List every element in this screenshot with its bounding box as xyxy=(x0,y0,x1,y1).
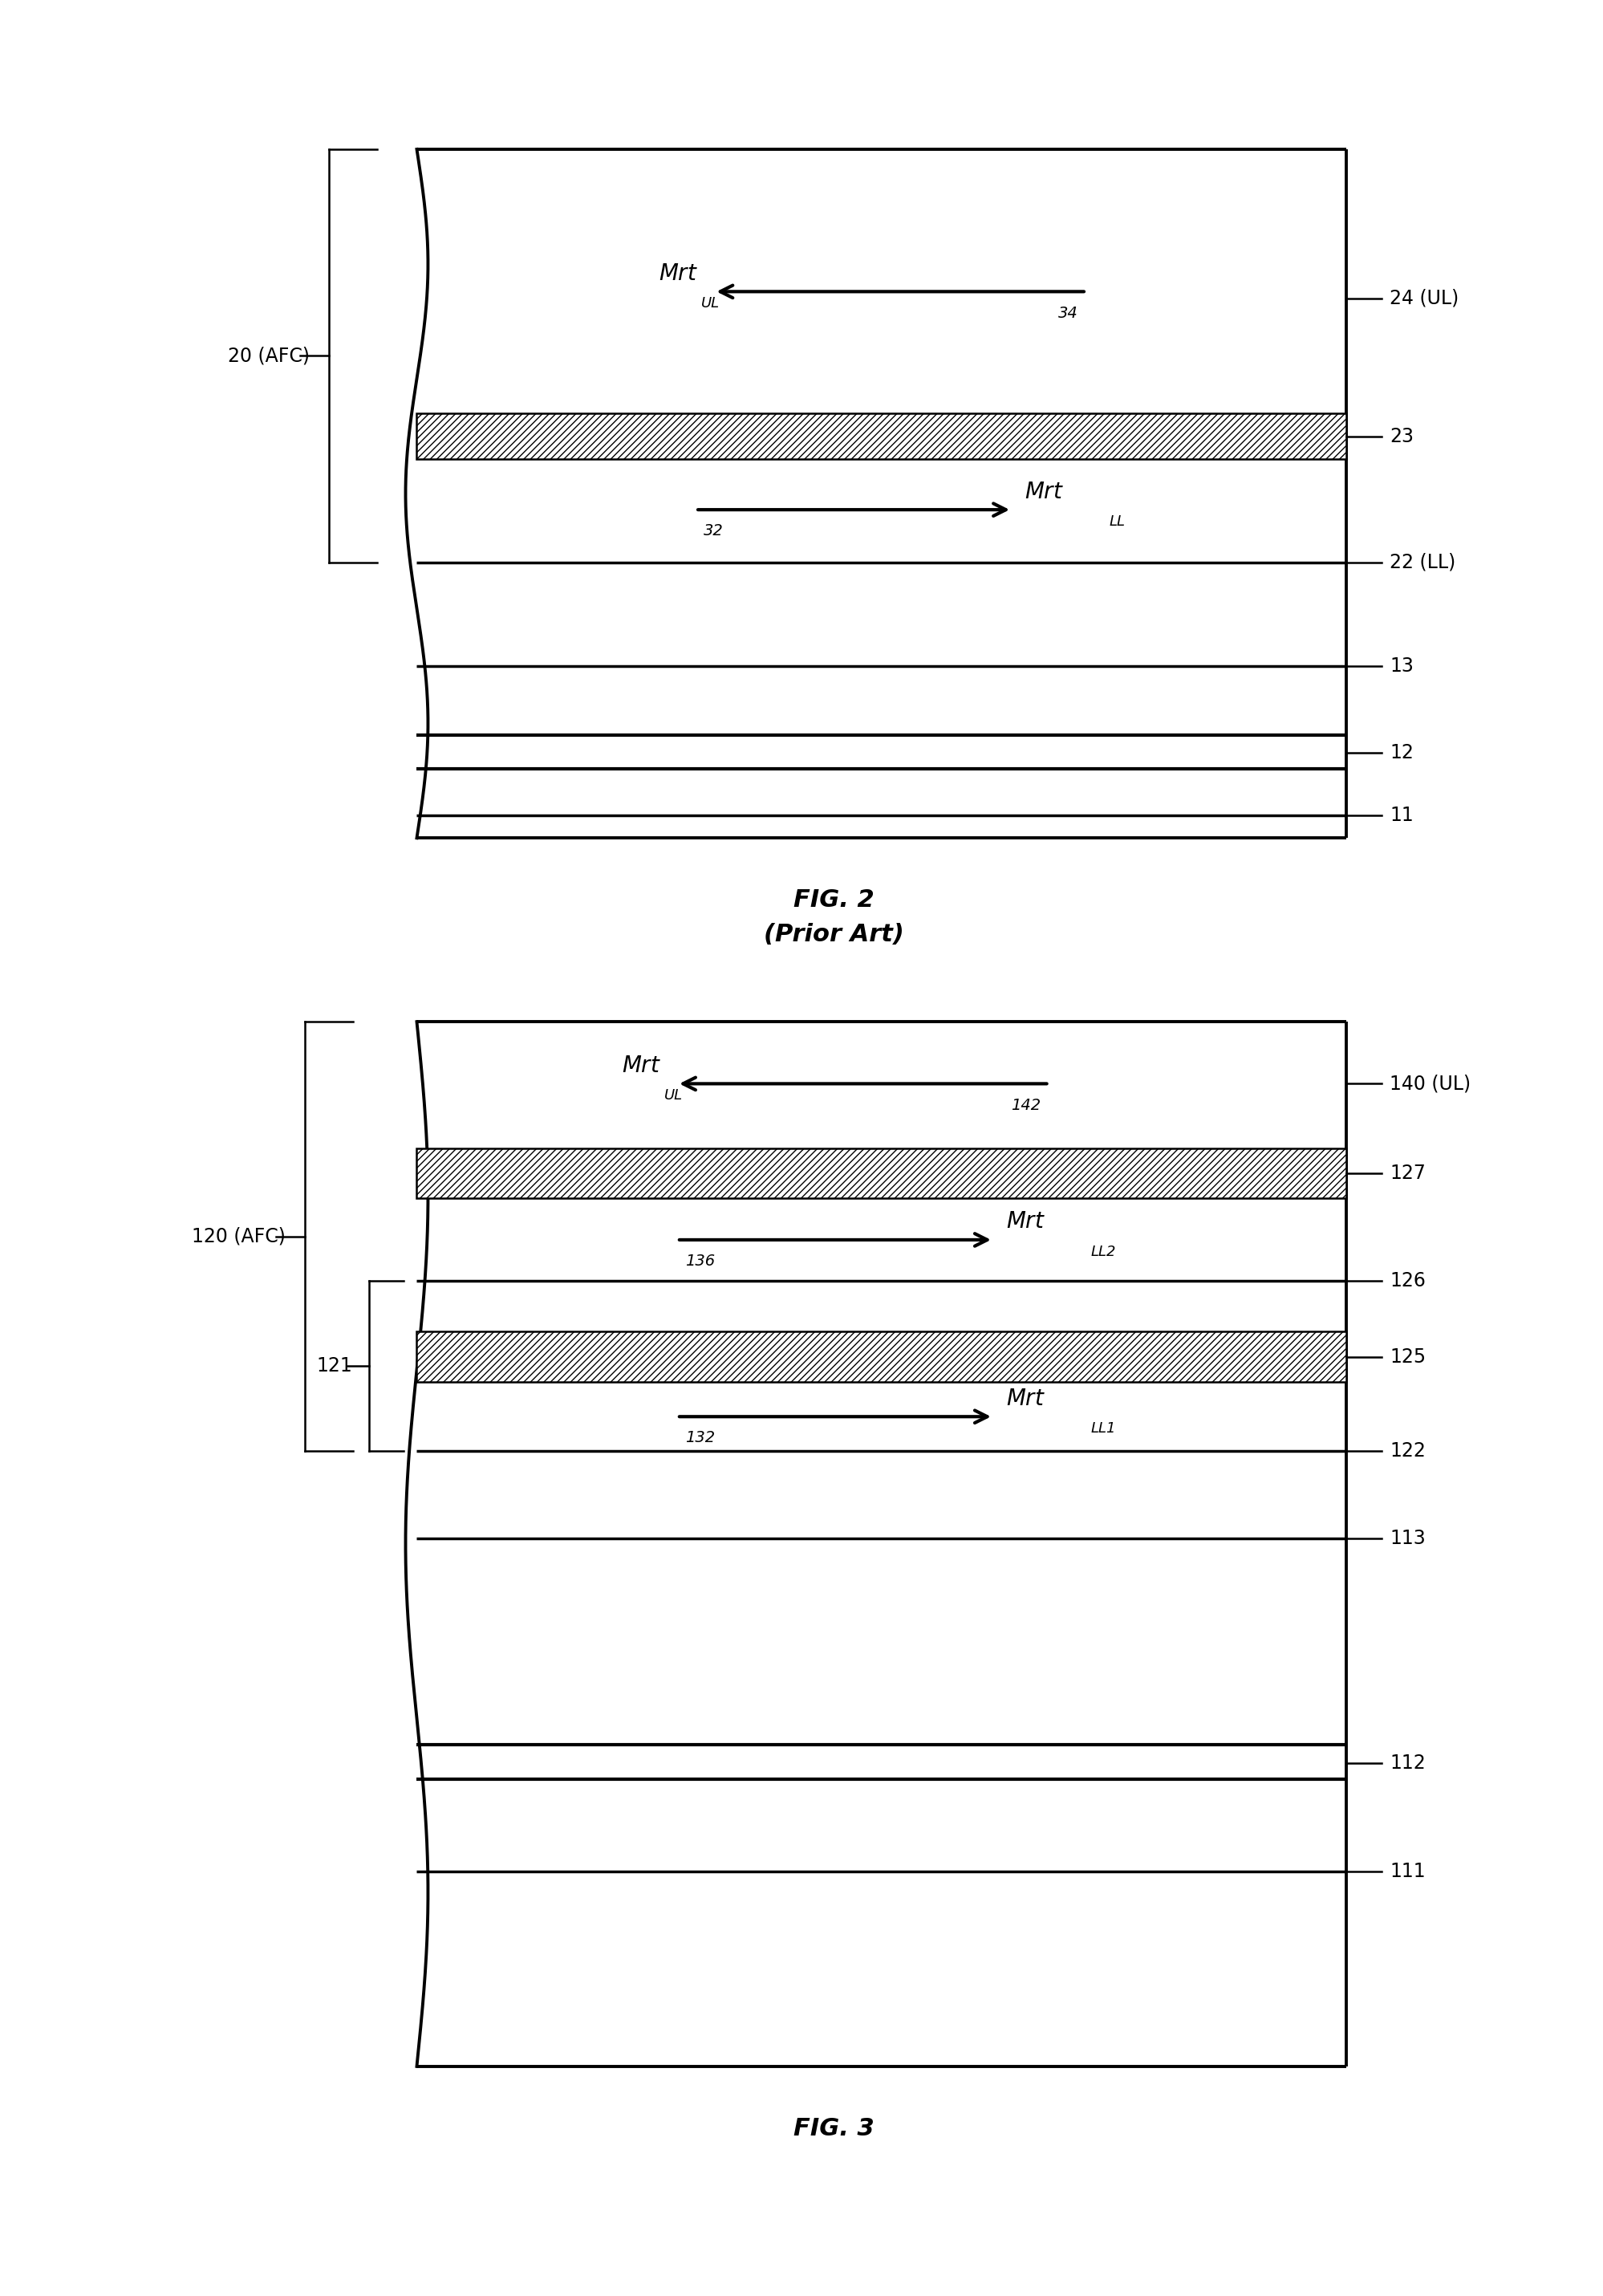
Text: 24 (UL): 24 (UL) xyxy=(1390,289,1459,308)
Text: 13: 13 xyxy=(1390,657,1414,675)
Text: $\mathit{Mrt}$: $\mathit{Mrt}$ xyxy=(659,262,699,285)
Text: $\mathit{Mrt}$: $\mathit{Mrt}$ xyxy=(1007,1387,1045,1410)
Text: 113: 113 xyxy=(1390,1529,1425,1548)
Bar xyxy=(417,1022,1347,2066)
Text: LL2: LL2 xyxy=(1092,1244,1116,1258)
Text: 11: 11 xyxy=(1390,806,1414,824)
Text: 125: 125 xyxy=(1390,1348,1427,1366)
Text: 112: 112 xyxy=(1390,1754,1425,1773)
Text: 136: 136 xyxy=(684,1254,715,1270)
Text: 140 (UL): 140 (UL) xyxy=(1390,1075,1472,1093)
Text: 120 (AFC): 120 (AFC) xyxy=(192,1226,285,1247)
Text: 20 (AFC): 20 (AFC) xyxy=(228,347,309,365)
Text: LL: LL xyxy=(1109,514,1125,528)
Text: 142: 142 xyxy=(1011,1097,1040,1114)
Text: 12: 12 xyxy=(1390,744,1414,762)
Bar xyxy=(417,149,1347,838)
Text: 111: 111 xyxy=(1390,1862,1425,1880)
Bar xyxy=(417,1148,1347,1199)
Text: FIG. 3: FIG. 3 xyxy=(793,2117,874,2140)
Text: $\mathit{Mrt}$: $\mathit{Mrt}$ xyxy=(1007,1210,1045,1233)
Text: 121: 121 xyxy=(317,1357,353,1375)
Text: 132: 132 xyxy=(684,1430,715,1446)
Bar xyxy=(417,413,1347,459)
Text: LL1: LL1 xyxy=(1092,1421,1116,1435)
Text: 23: 23 xyxy=(1390,427,1414,445)
Text: FIG. 2: FIG. 2 xyxy=(793,889,874,912)
Text: 127: 127 xyxy=(1390,1164,1425,1182)
Bar xyxy=(417,1332,1347,1382)
Text: 122: 122 xyxy=(1390,1442,1425,1460)
Text: $\mathit{Mrt}$: $\mathit{Mrt}$ xyxy=(1024,480,1064,503)
Text: 126: 126 xyxy=(1390,1272,1425,1290)
Text: $\mathit{Mrt}$: $\mathit{Mrt}$ xyxy=(622,1054,660,1077)
Text: 22 (LL): 22 (LL) xyxy=(1390,553,1456,572)
Text: 34: 34 xyxy=(1058,305,1079,321)
Text: UL: UL xyxy=(702,296,720,310)
Text: (Prior Art): (Prior Art) xyxy=(763,923,904,946)
Text: 32: 32 xyxy=(704,523,723,540)
Text: UL: UL xyxy=(664,1088,683,1102)
